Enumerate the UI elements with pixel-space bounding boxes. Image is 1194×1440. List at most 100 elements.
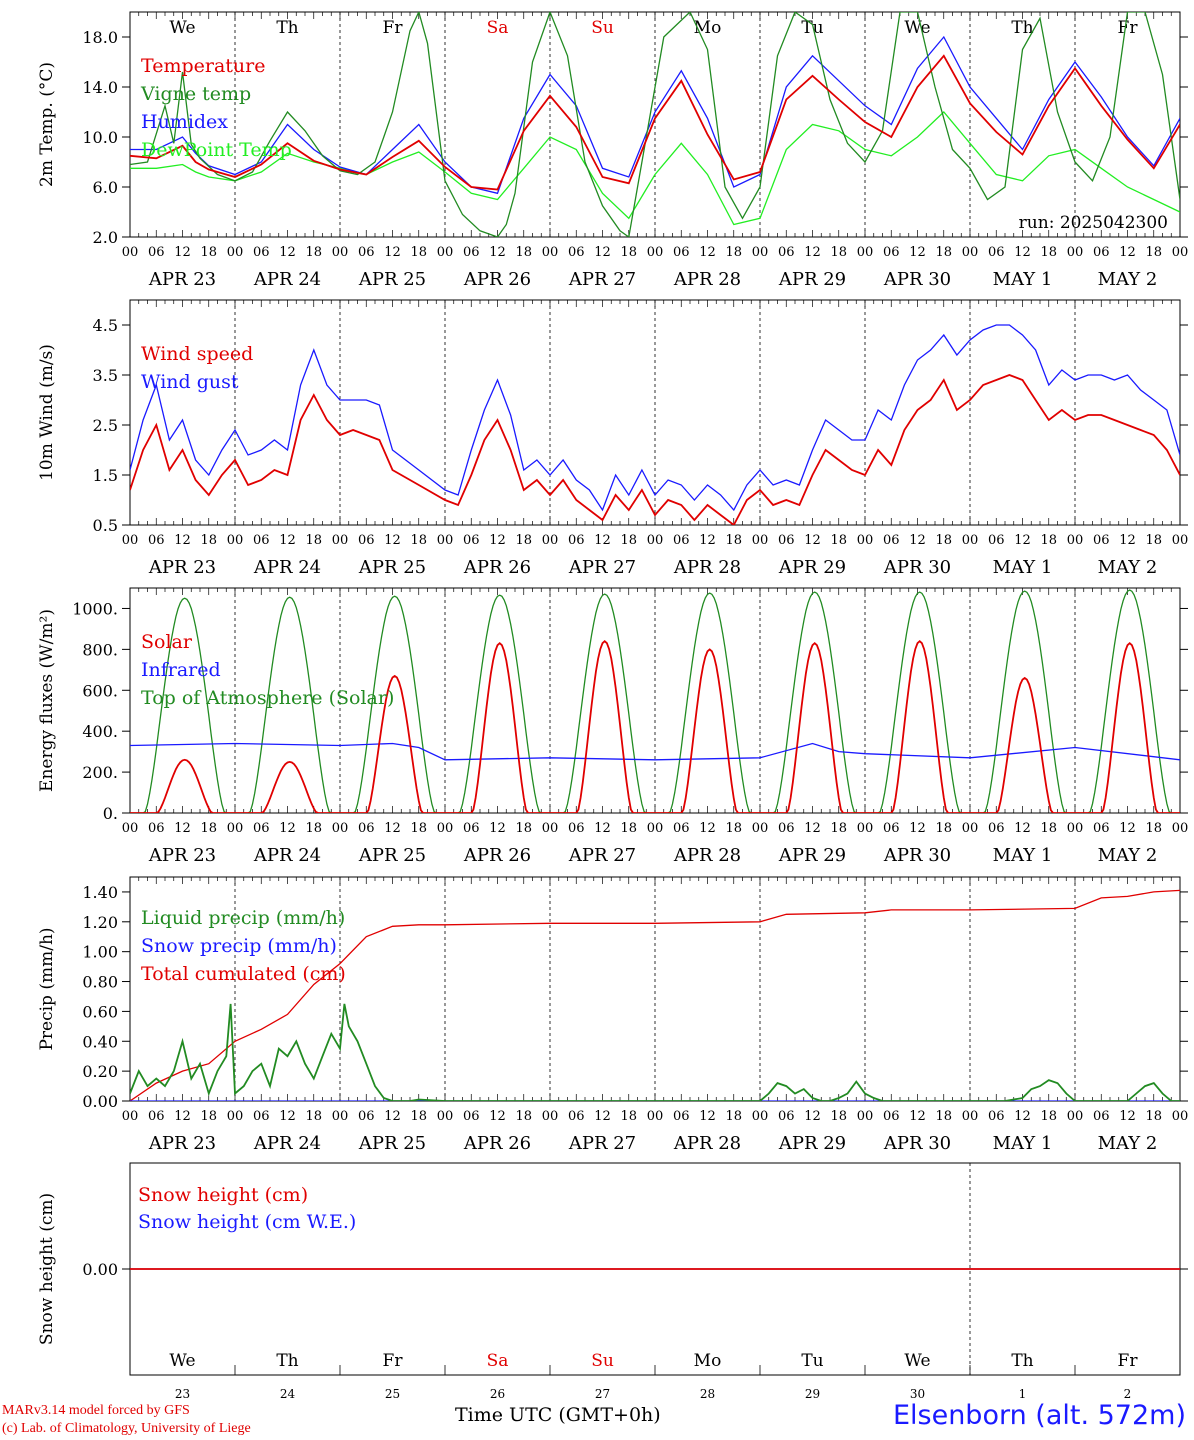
hour-tick-label: 06 <box>148 1109 165 1124</box>
y-tick-label: 800. <box>82 640 118 659</box>
hour-tick-label: 06 <box>253 533 270 548</box>
hour-tick-label: 18 <box>620 1109 637 1124</box>
y-axis-label: Snow height (cm) <box>37 1193 57 1345</box>
hour-tick-label: 12 <box>804 245 821 260</box>
y-tick-label: 1000. <box>72 599 118 618</box>
hour-tick-label: 06 <box>778 1109 795 1124</box>
hour-tick-label: 06 <box>568 245 585 260</box>
hour-tick-label: 12 <box>804 533 821 548</box>
date-label: APR 26 <box>463 269 531 290</box>
hour-tick-label: 18 <box>935 821 952 836</box>
hour-tick-label: 00 <box>227 533 244 548</box>
day-name-label: Th <box>1011 1351 1033 1371</box>
day-name-label: We <box>904 1351 930 1371</box>
hour-tick-label: 12 <box>174 245 191 260</box>
day-number-label: 23 <box>175 1387 190 1401</box>
y-tick-label: 0.20 <box>82 1062 118 1081</box>
y-tick-label: 1.20 <box>82 913 118 932</box>
day-number-label: 24 <box>280 1387 296 1401</box>
hour-tick-label: 00 <box>542 245 559 260</box>
hour-tick-label: 00 <box>437 821 454 836</box>
hour-tick-label: 12 <box>909 821 926 836</box>
y-tick-label: 10.0 <box>82 128 118 147</box>
hour-tick-label: 18 <box>1145 245 1162 260</box>
hour-tick-label: 06 <box>1093 821 1110 836</box>
hour-tick-label: 18 <box>1040 533 1057 548</box>
series-line-total-cumulated-cm- <box>130 889 1180 1101</box>
day-name-label: Sa <box>487 1351 509 1371</box>
legend-entry: Wind speed <box>141 343 253 365</box>
series-line-wind-gust <box>130 324 1180 512</box>
hour-tick-label: 06 <box>148 533 165 548</box>
y-tick-label: 4.5 <box>93 316 118 335</box>
hour-tick-label: 18 <box>410 245 427 260</box>
hour-tick-label: 00 <box>752 245 769 260</box>
y-tick-label: 200. <box>82 763 118 782</box>
series-line-infrared <box>130 742 1180 761</box>
hour-tick-label: 00 <box>752 533 769 548</box>
date-label: APR 28 <box>673 845 741 866</box>
y-tick-label: 2.5 <box>93 416 118 435</box>
date-label: APR 23 <box>148 269 216 290</box>
y-tick-label: 2.0 <box>93 228 118 247</box>
hour-tick-label: 12 <box>1014 533 1031 548</box>
hour-tick-label: 00 <box>542 1109 559 1124</box>
hour-tick-label: 18 <box>305 821 322 836</box>
hour-tick-label: 00 <box>122 533 139 548</box>
hour-tick-label: 18 <box>1040 245 1057 260</box>
day-name-label: Mo <box>694 18 722 38</box>
hour-tick-label: 12 <box>384 533 401 548</box>
date-label: MAY 2 <box>1098 1133 1158 1154</box>
hour-tick-label: 00 <box>962 533 979 548</box>
date-label: APR 24 <box>253 269 321 290</box>
hour-tick-label: 12 <box>909 1109 926 1124</box>
hour-tick-label: 06 <box>883 245 900 260</box>
hour-tick-label: 00 <box>1172 533 1189 548</box>
hour-tick-label: 12 <box>1119 821 1136 836</box>
y-tick-label: 0.40 <box>82 1032 118 1051</box>
date-label: APR 30 <box>883 269 951 290</box>
date-label: APR 29 <box>778 557 846 578</box>
hour-tick-label: 06 <box>358 245 375 260</box>
hour-tick-label: 18 <box>305 245 322 260</box>
hour-tick-label: 12 <box>174 1109 191 1124</box>
y-tick-label: 0.00 <box>82 1092 118 1111</box>
day-name-label: Mo <box>694 1351 722 1371</box>
hour-tick-label: 00 <box>332 1109 349 1124</box>
date-label: APR 24 <box>253 557 321 578</box>
y-tick-label: 1.40 <box>82 883 118 902</box>
day-number-label: 30 <box>910 1387 925 1401</box>
date-label: APR 25 <box>358 557 426 578</box>
y-tick-label: 0.80 <box>82 973 118 992</box>
date-label: MAY 1 <box>993 1133 1053 1154</box>
hour-tick-label: 18 <box>830 533 847 548</box>
y-tick-label: 0.60 <box>82 1002 118 1021</box>
hour-tick-label: 12 <box>174 821 191 836</box>
hour-tick-label: 18 <box>515 245 532 260</box>
day-name-label: Tu <box>801 18 823 38</box>
hour-tick-label: 06 <box>568 533 585 548</box>
legend-entry: Snow precip (mm/h) <box>141 935 337 957</box>
date-label: MAY 1 <box>993 845 1053 866</box>
hour-tick-label: 12 <box>279 245 296 260</box>
hour-tick-label: 18 <box>200 821 217 836</box>
day-name-label: Tu <box>801 1351 823 1371</box>
hour-tick-label: 00 <box>122 245 139 260</box>
hour-tick-label: 18 <box>305 1109 322 1124</box>
hour-tick-label: 00 <box>752 1109 769 1124</box>
hour-tick-label: 06 <box>253 1109 270 1124</box>
date-label: APR 26 <box>463 557 531 578</box>
series-line-dewpoint-temp <box>130 111 1180 226</box>
date-label: APR 29 <box>778 269 846 290</box>
hour-tick-label: 18 <box>1145 533 1162 548</box>
hour-tick-label: 18 <box>725 245 742 260</box>
date-label: APR 25 <box>358 1133 426 1154</box>
day-name-label: Fr <box>1118 18 1139 38</box>
day-number-label: 26 <box>490 1387 505 1401</box>
y-axis-label: Precip (mm/h) <box>37 927 57 1050</box>
hour-tick-label: 12 <box>489 821 506 836</box>
date-label: APR 23 <box>148 557 216 578</box>
series-line-top-of-atmosphere-solar- <box>130 589 1180 813</box>
hour-tick-label: 00 <box>437 1109 454 1124</box>
hour-tick-label: 18 <box>830 1109 847 1124</box>
